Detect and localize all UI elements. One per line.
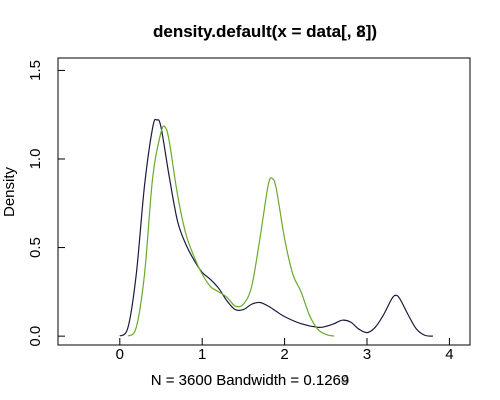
chart-title: density.default(x = data[, 8]) [153,22,377,41]
x-axis-label: N = 3600 Bandwidth = 0.1269 [151,372,350,389]
x-tick-label: 3 [363,346,371,363]
y-tick-label: 0.0 [27,326,44,347]
density-series-line-1 [119,118,433,337]
x-axis-label-overlay: N = 3600 Bandwidth = 0.1264 [151,372,350,389]
y-tick-label: 1.5 [27,60,44,81]
y-axis-label: Density [1,166,18,217]
series-layer [119,118,433,337]
y-tick-label: 0.5 [27,237,44,258]
chart-title-overlay: density.default(x = data[, 2]) [153,22,377,41]
y-tick-label: 1.0 [27,149,44,170]
x-tick-label: 0 [116,346,124,363]
y-axis: 0.0 0.5 1.0 1.5 [27,60,65,347]
x-tick-label: 2 [280,346,288,363]
density-series-line-2 [127,125,335,337]
x-tick-label: 1 [198,346,206,363]
density-series-points-1 [119,119,433,336]
plot-frame [57,57,471,346]
x-axis: 0 1 2 3 4 [116,338,454,363]
x-tick-label: 4 [445,346,453,363]
